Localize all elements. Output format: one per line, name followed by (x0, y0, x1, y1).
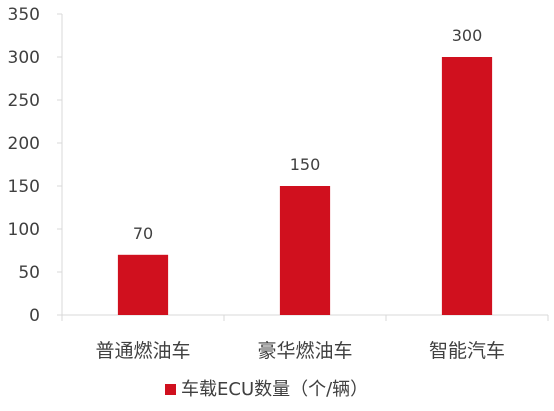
bar (279, 186, 331, 315)
bar (441, 57, 493, 315)
legend-swatch (165, 384, 176, 395)
data-label: 300 (452, 26, 483, 45)
y-tick-label: 300 (8, 48, 40, 68)
data-label: 150 (290, 155, 321, 174)
legend: 车载ECU数量（个/辆） (165, 379, 368, 400)
y-tick-label: 200 (8, 134, 40, 154)
category-label: 智能汽车 (429, 340, 505, 362)
y-tick-label: 250 (8, 91, 40, 111)
bar-series (117, 57, 493, 315)
category-label: 豪华燃油车 (257, 340, 352, 362)
y-tick-label: 0 (29, 306, 40, 326)
category-label: 普通燃油车 (95, 340, 190, 362)
data-labels: 70 150 300 (133, 26, 482, 243)
data-label: 70 (133, 224, 153, 243)
x-axis-ticks (61, 315, 549, 321)
y-tick-label: 150 (8, 177, 40, 197)
y-tick-label: 100 (8, 220, 40, 240)
bar (117, 254, 169, 315)
y-tick-label: 350 (8, 5, 40, 25)
y-axis-ticks: 0 50 100 150 200 250 300 350 (8, 5, 62, 326)
y-tick-label: 50 (18, 263, 40, 283)
category-labels: 普通燃油车 豪华燃油车 智能汽车 (95, 340, 505, 362)
legend-label: 车载ECU数量（个/辆） (181, 379, 368, 400)
